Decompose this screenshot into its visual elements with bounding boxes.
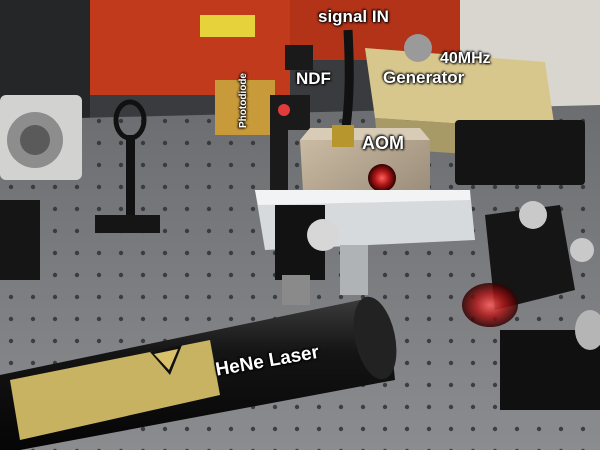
mirror-mount-right <box>462 201 600 410</box>
yellow-sticker <box>200 15 255 37</box>
hene-laser-tube <box>0 296 397 450</box>
signal-cable <box>340 29 354 136</box>
aom-label: AOM <box>362 133 404 153</box>
left-mount <box>0 95 82 180</box>
lens-post <box>95 99 160 233</box>
mirror-mount-left <box>275 205 339 305</box>
power-supply <box>455 120 585 185</box>
photodiode-label: Photodiode <box>238 73 249 128</box>
generator-label: Generator <box>383 68 465 87</box>
left-post <box>0 200 40 280</box>
ndf-label: NDF <box>296 69 331 88</box>
photodiode-stage <box>215 80 310 200</box>
frequency-label: 40MHz <box>440 50 491 67</box>
signal-in-label: signal IN <box>318 7 389 26</box>
ndf-holder <box>285 45 313 70</box>
red-enclosure <box>90 0 290 95</box>
